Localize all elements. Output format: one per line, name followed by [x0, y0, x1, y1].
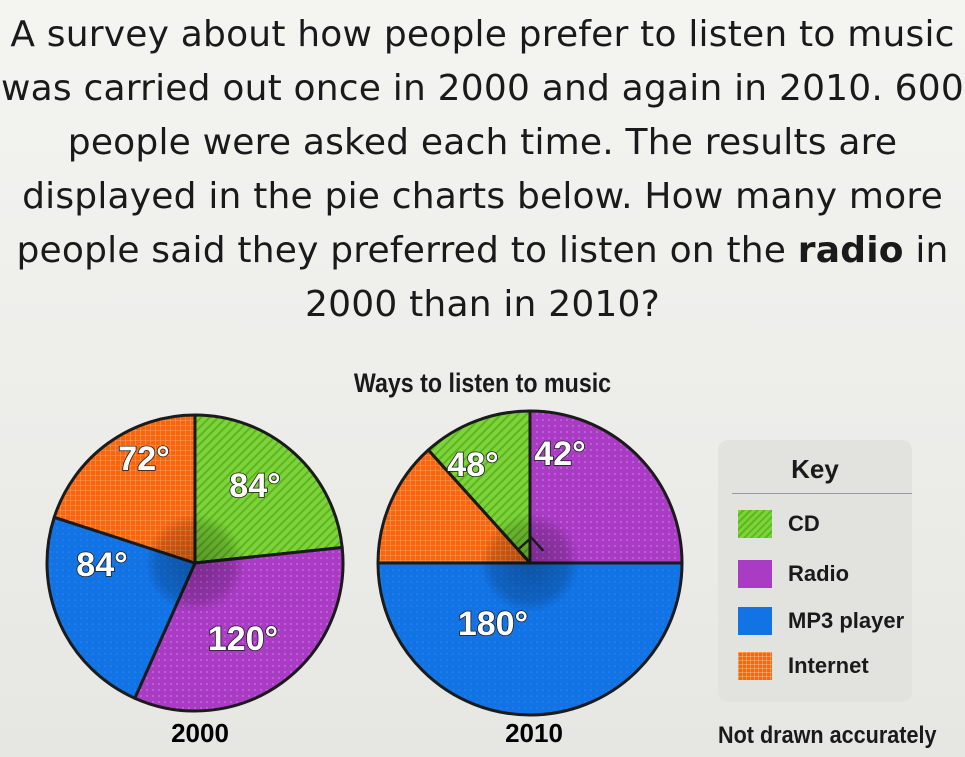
pie-2000: 84° 120° 84° 72°	[45, 413, 345, 713]
angle-label-internet-2010: 48°	[447, 446, 498, 484]
angle-label-cd-2000: 84°	[229, 467, 280, 505]
question-text-start: A survey about how people prefer to list…	[0, 14, 964, 271]
center-shadow-2000	[145, 513, 245, 613]
angle-label-radio-2000: 120°	[208, 620, 278, 658]
angle-label-mp3-player-2010: 180°	[458, 605, 528, 643]
legend-item-cd: CD	[738, 510, 912, 540]
right-angle-marker	[517, 535, 545, 552]
slice-radio-2010	[528, 409, 684, 565]
chart-title: Ways to listen to music	[353, 368, 612, 398]
internet-swatch	[738, 652, 772, 680]
slice-internet-2000	[52, 413, 197, 565]
legend-label-cd: CD	[788, 511, 820, 536]
slice-cd-2000	[193, 413, 344, 565]
pie-charts: 84° 120° 84° 72° 42° 180° 48° 2000 2010	[45, 409, 684, 748]
mp3-player-swatch	[738, 607, 772, 635]
legend-item-mp3-player: MP3 player	[738, 607, 912, 637]
year-label-2010: 2010	[505, 718, 563, 748]
cd-swatch	[738, 510, 772, 538]
legend-item-internet: Internet	[738, 652, 912, 682]
angle-label-mp3-player-2000: 84°	[76, 546, 127, 584]
slice-mp3-player-2010	[376, 561, 684, 717]
accuracy-note: Not drawn accurately	[718, 722, 937, 749]
angle-label-internet-2000: 72°	[118, 440, 169, 478]
legend: Key CD Radio MP3 player Internet	[718, 440, 912, 702]
legend-divider	[732, 493, 912, 494]
pie-2010: 42° 180° 48°	[376, 409, 684, 717]
angle-label-cd-2010: 42°	[534, 435, 585, 473]
year-label-2000: 2000	[171, 718, 229, 748]
question-emphasis: radio	[797, 230, 904, 271]
question-text: A survey about how people prefer to list…	[0, 8, 965, 332]
legend-title: Key	[791, 454, 839, 484]
center-shadow-2010	[480, 513, 580, 613]
legend-label-internet: Internet	[788, 653, 869, 678]
legend-label-radio: Radio	[788, 561, 850, 586]
legend-item-radio: Radio	[738, 560, 912, 590]
radio-swatch	[738, 560, 772, 588]
legend-label-mp3-player: MP3 player	[788, 608, 905, 633]
question-text-end: in 2000 than in 2010?	[305, 230, 949, 325]
